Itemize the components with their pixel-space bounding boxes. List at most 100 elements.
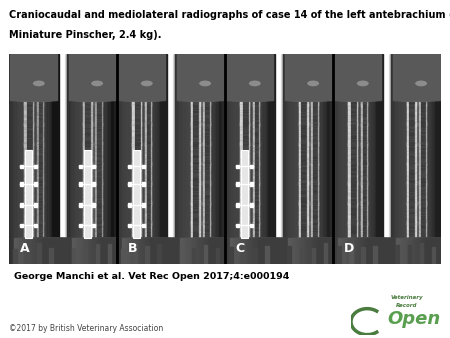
Bar: [240, 202, 242, 203]
Bar: [407, 184, 408, 185]
Bar: [253, 250, 254, 251]
Bar: [317, 172, 318, 173]
Bar: [145, 119, 146, 120]
Bar: [299, 63, 300, 65]
Bar: [24, 244, 26, 246]
Bar: [83, 200, 84, 201]
Bar: [306, 93, 308, 94]
Bar: [42, 149, 44, 150]
Bar: [258, 57, 260, 58]
Bar: [306, 170, 308, 171]
Bar: [198, 86, 200, 87]
Bar: [299, 236, 300, 237]
Bar: [32, 191, 33, 192]
Bar: [83, 82, 84, 83]
Bar: [419, 170, 420, 171]
Bar: [243, 239, 248, 240]
Bar: [140, 159, 141, 161]
Bar: [421, 145, 425, 147]
Bar: [198, 255, 200, 256]
Bar: [363, 102, 366, 103]
Bar: [313, 76, 317, 77]
Bar: [147, 201, 150, 202]
Bar: [37, 84, 38, 86]
Bar: [90, 81, 92, 82]
Bar: [140, 147, 141, 148]
Bar: [135, 262, 140, 264]
Bar: [253, 193, 254, 194]
Bar: [97, 260, 101, 262]
Bar: [363, 101, 366, 102]
Bar: [96, 244, 99, 264]
Bar: [86, 93, 90, 94]
Bar: [145, 203, 146, 205]
Bar: [361, 97, 362, 98]
Bar: [145, 68, 146, 69]
Bar: [243, 77, 248, 78]
Bar: [361, 222, 362, 224]
Bar: [363, 134, 366, 135]
Bar: [114, 54, 159, 264]
Bar: [191, 192, 192, 193]
Bar: [407, 250, 408, 251]
Bar: [311, 94, 312, 95]
Bar: [258, 136, 260, 137]
Bar: [83, 249, 84, 250]
Bar: [194, 70, 198, 71]
Bar: [194, 131, 198, 132]
Bar: [361, 221, 362, 222]
Bar: [414, 219, 416, 220]
Bar: [255, 142, 258, 144]
Bar: [306, 53, 308, 54]
Bar: [32, 204, 33, 206]
Bar: [135, 232, 140, 233]
Bar: [302, 61, 306, 63]
Bar: [203, 83, 204, 84]
Bar: [425, 182, 426, 184]
Bar: [27, 231, 32, 232]
Bar: [351, 234, 356, 235]
Bar: [253, 165, 254, 166]
Bar: [317, 100, 318, 101]
Bar: [366, 190, 368, 191]
Bar: [42, 53, 44, 54]
Bar: [209, 95, 210, 96]
Bar: [419, 102, 420, 103]
Bar: [83, 91, 84, 92]
Bar: [407, 248, 408, 249]
Bar: [86, 166, 90, 167]
Bar: [83, 93, 84, 94]
Bar: [42, 216, 44, 217]
Bar: [95, 136, 96, 137]
Bar: [243, 176, 248, 177]
Bar: [95, 206, 96, 207]
Bar: [414, 210, 416, 211]
Bar: [258, 108, 260, 110]
Bar: [83, 54, 101, 100]
Bar: [135, 169, 140, 170]
Bar: [145, 97, 146, 98]
Bar: [145, 179, 146, 180]
Bar: [425, 161, 426, 163]
Bar: [419, 126, 420, 128]
Bar: [209, 229, 210, 230]
Bar: [191, 219, 192, 220]
Bar: [32, 86, 33, 87]
Bar: [240, 131, 242, 132]
Bar: [101, 262, 102, 264]
Bar: [258, 119, 260, 120]
Bar: [361, 198, 362, 199]
Bar: [313, 245, 317, 247]
Bar: [83, 65, 84, 66]
Bar: [198, 185, 200, 186]
Bar: [414, 150, 416, 151]
Bar: [135, 193, 140, 194]
Bar: [253, 158, 254, 160]
Bar: [194, 134, 198, 135]
Bar: [189, 54, 201, 264]
Bar: [311, 239, 351, 264]
Bar: [32, 184, 33, 185]
Bar: [291, 239, 331, 264]
Bar: [363, 94, 366, 95]
Bar: [366, 233, 368, 234]
